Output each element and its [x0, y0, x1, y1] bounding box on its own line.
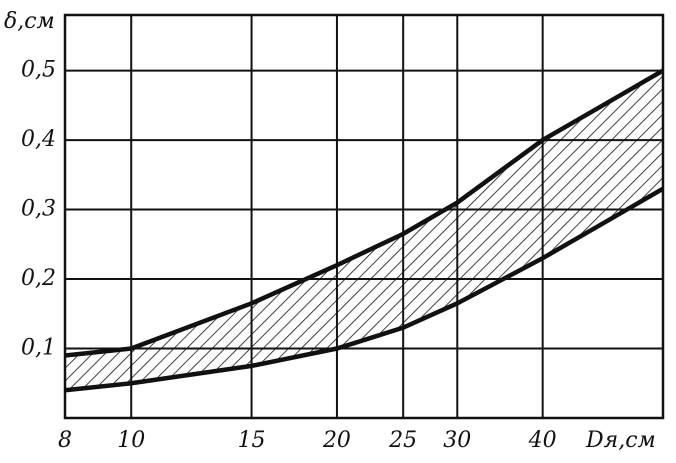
y-axis-label: δ,см — [4, 9, 55, 34]
band-edge — [64, 186, 665, 393]
x-tick-label: 10 — [117, 428, 145, 453]
y-tick-label: 0,5 — [21, 58, 56, 83]
y-tick-label: 0,3 — [21, 197, 56, 222]
x-tick-label: 8 — [58, 428, 72, 453]
x-tick-label: 25 — [388, 428, 417, 453]
plot-frame — [63, 13, 665, 420]
y-tick-label: 0,4 — [21, 127, 56, 152]
band-edge — [64, 68, 665, 358]
x-axis-label: Dя,см — [585, 428, 656, 453]
x-tick-label: 30 — [443, 428, 471, 453]
band-fill — [65, 70, 663, 391]
x-tick-label: 15 — [238, 428, 266, 453]
x-tick-label: 20 — [322, 428, 351, 453]
x-tick-label: 40 — [528, 428, 557, 453]
y-tick-label: 0,2 — [21, 266, 56, 291]
y-tick-label: 0,1 — [21, 336, 56, 361]
